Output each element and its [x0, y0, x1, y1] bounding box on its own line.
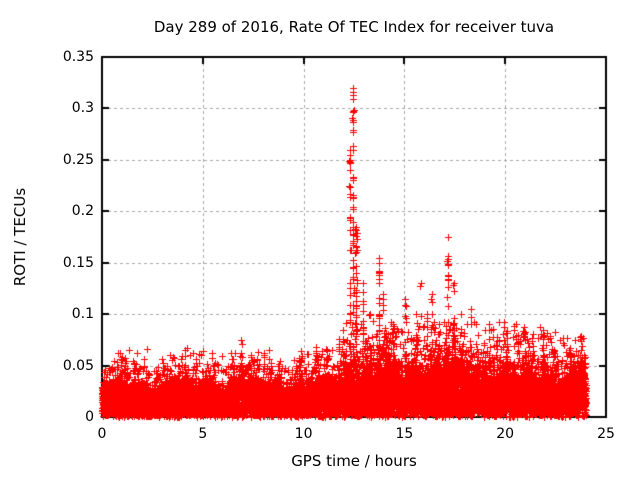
y-tick-label: 0.35: [62, 49, 94, 65]
x-tick-label: 15: [395, 426, 414, 442]
chart-title: Day 289 of 2016, Rate Of TEC Index for r…: [153, 18, 555, 36]
y-tick-label: 0: [85, 409, 94, 425]
y-tick-label: 0.1: [71, 306, 94, 323]
x-tick-label: 0: [97, 426, 107, 442]
y-tick-label: 0.2: [71, 203, 94, 220]
x-tick-label: 25: [597, 426, 615, 442]
y-tick-label: 0.3: [71, 100, 94, 117]
x-tick-label: 5: [198, 426, 208, 442]
x-tick-label: 10: [294, 426, 313, 442]
x-axis-label: GPS time / hours: [291, 452, 417, 470]
y-tick-label: 0.15: [62, 254, 94, 271]
y-tick-label: 0.05: [62, 357, 94, 374]
y-tick-label: 0.25: [62, 151, 94, 168]
x-tick-label: 20: [496, 426, 515, 442]
